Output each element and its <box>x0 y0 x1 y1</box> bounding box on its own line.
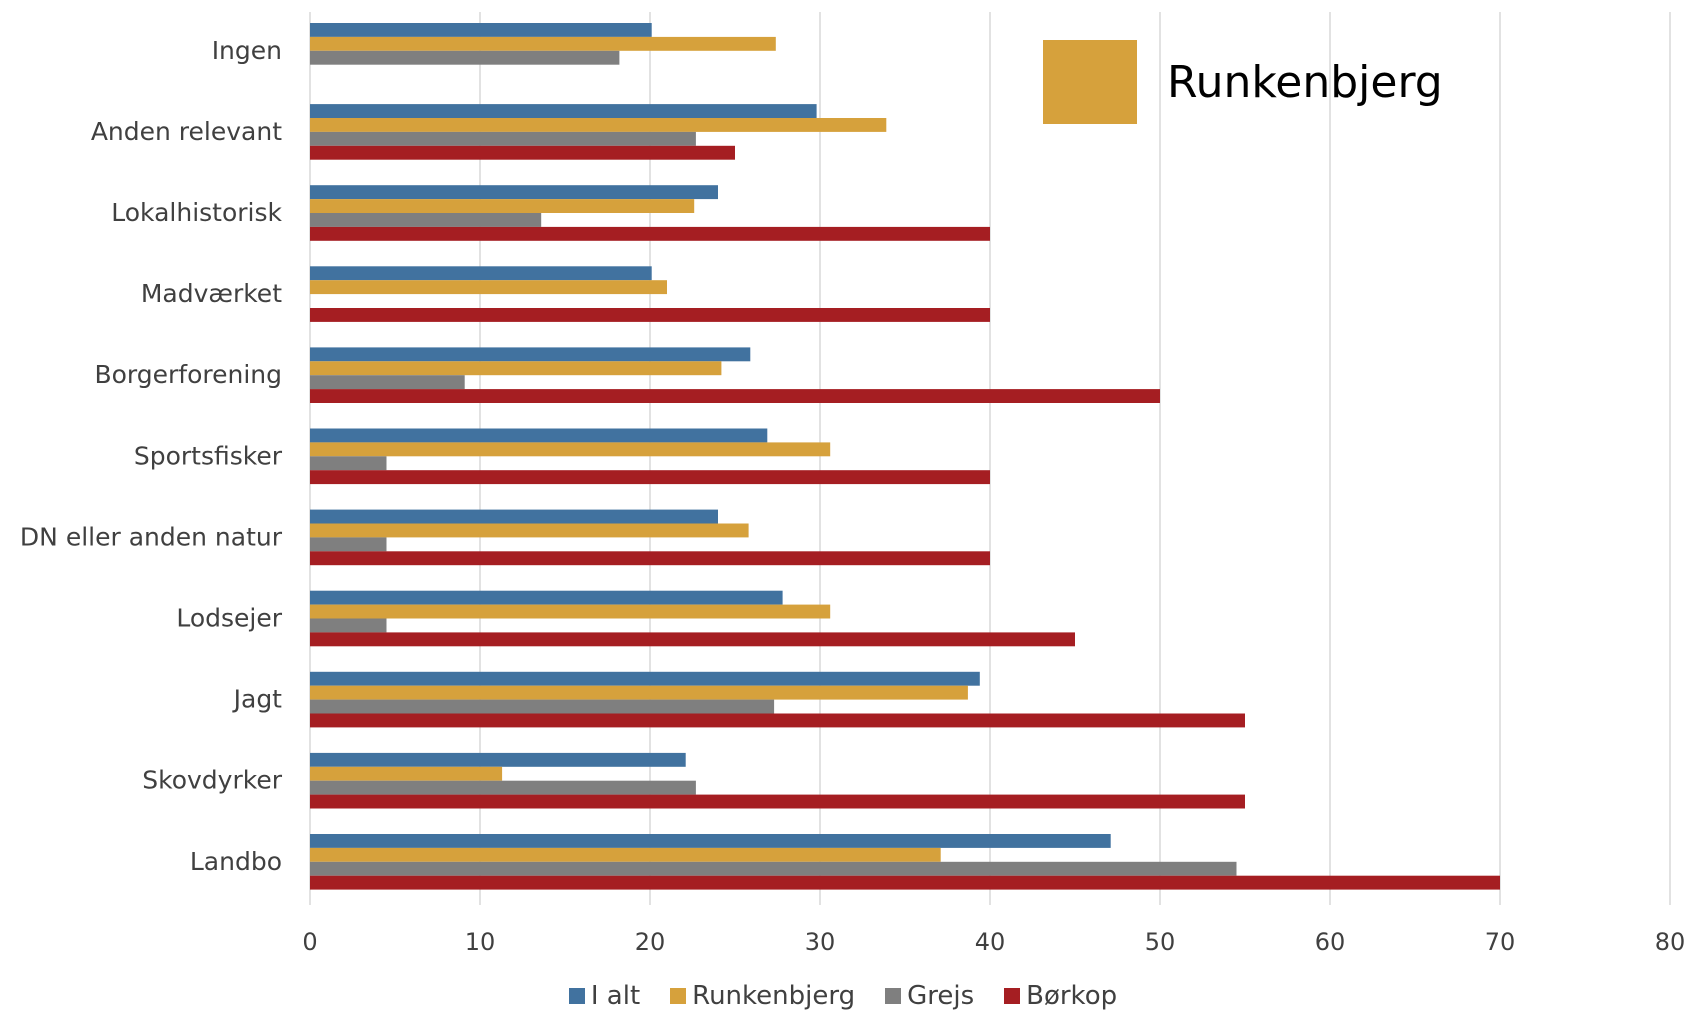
bar-lodsejer-børkop <box>310 632 1075 647</box>
bar-ingen-runkenbjerg <box>310 36 776 51</box>
bar-jagt-runkenbjerg <box>310 685 968 700</box>
legend-swatch <box>1004 988 1021 1004</box>
legend-swatch <box>885 988 902 1004</box>
legend: I alt Runkenbjerg Grejs Børkop <box>0 981 1686 1011</box>
bar-jagt-i-alt <box>310 671 980 686</box>
legend-label: Runkenbjerg <box>692 981 856 1011</box>
bar-sportsfisker-i-alt <box>310 428 768 443</box>
bar-ingen-grejs <box>310 50 620 65</box>
bar-skovdyrker-grejs <box>310 780 696 795</box>
x-tick-label: 50 <box>1145 928 1176 956</box>
bar-landbo-i-alt <box>310 834 1111 848</box>
bar-ingen-i-alt <box>310 23 652 37</box>
legend-swatch <box>670 988 687 1004</box>
bar-sportsfisker-grejs <box>310 456 387 471</box>
x-tick-label: 80 <box>1655 928 1686 956</box>
bar-chart: Ingen Anden relevant Lokalhistorisk Madværk… <box>20 12 1685 956</box>
legend-label: Grejs <box>907 981 975 1011</box>
bar-skovdyrker-børkop <box>310 794 1245 809</box>
bar-landbo-runkenbjerg <box>310 847 941 862</box>
x-tick-label: 0 <box>302 928 317 956</box>
x-tick-label: 40 <box>975 928 1006 956</box>
bar-borgerforening-runkenbjerg <box>310 361 722 376</box>
category-labels: Ingen Anden relevant Lokalhistorisk Madværk… <box>20 36 283 876</box>
bar-skovdyrker-i-alt <box>310 752 686 767</box>
bar-borgerforening-i-alt <box>310 347 751 362</box>
bar-lokalhistorisk-børkop <box>310 226 990 241</box>
bar-lokalhistorisk-i-alt <box>310 185 718 200</box>
x-tick-label: 60 <box>1315 928 1346 956</box>
category-label: Anden relevant <box>91 117 282 146</box>
gridlines <box>309 12 1671 905</box>
x-tick-labels: 0 10 20 30 40 50 60 70 80 <box>302 928 1685 956</box>
x-tick-label: 10 <box>465 928 496 956</box>
bar-borgerforening-børkop <box>310 389 1160 403</box>
category-label: Lodsejer <box>176 604 282 633</box>
legend-item-grejs: Grejs <box>885 981 974 1011</box>
highlight-label: Runkenbjerg <box>1167 56 1443 108</box>
category-label: Borgerforening <box>94 360 282 389</box>
bar-landbo-grejs <box>310 861 1237 876</box>
legend-label: Børkop <box>1026 981 1118 1011</box>
legend-label: I alt <box>590 981 641 1011</box>
x-tick-label: 20 <box>635 928 666 956</box>
legend-swatch <box>568 988 585 1004</box>
bar-dn-eller-anden-natur-grejs <box>310 537 387 552</box>
bar-lodsejer-i-alt <box>310 590 783 605</box>
category-label: Ingen <box>212 36 282 65</box>
bar-landbo-børkop <box>310 875 1500 890</box>
category-label: Landbo <box>190 847 282 876</box>
highlight-callout: Runkenbjerg <box>1043 40 1443 124</box>
bars-group <box>310 23 1500 890</box>
legend-item-børkop: Børkop <box>1004 981 1117 1011</box>
bar-madværket-i-alt <box>310 266 652 281</box>
bar-anden-relevant-børkop <box>310 145 735 160</box>
bar-dn-eller-anden-natur-børkop <box>310 551 990 566</box>
bar-jagt-grejs <box>310 699 775 714</box>
x-tick-label: 30 <box>805 928 836 956</box>
bar-anden-relevant-runkenbjerg <box>310 118 887 132</box>
category-label: DN eller anden natur <box>20 522 283 551</box>
bar-lokalhistorisk-grejs <box>310 213 542 227</box>
bar-sportsfisker-runkenbjerg <box>310 442 831 457</box>
bar-anden-relevant-i-alt <box>310 104 817 118</box>
bar-lodsejer-runkenbjerg <box>310 604 831 619</box>
legend-item-i-alt: I alt <box>568 981 641 1011</box>
bar-lokalhistorisk-runkenbjerg <box>310 199 695 213</box>
bar-madværket-børkop <box>310 308 990 322</box>
bar-madværket-runkenbjerg <box>310 280 667 295</box>
category-label: Jagt <box>232 685 283 714</box>
bar-sportsfisker-børkop <box>310 470 990 485</box>
category-label: Madværket <box>141 279 282 308</box>
bar-dn-eller-anden-natur-i-alt <box>310 509 718 524</box>
highlight-swatch <box>1043 40 1137 124</box>
bar-dn-eller-anden-natur-runkenbjerg <box>310 523 749 538</box>
bar-jagt-børkop <box>310 713 1245 728</box>
category-label: Skovdyrker <box>142 766 282 795</box>
x-tick-label: 70 <box>1485 928 1516 956</box>
bar-anden-relevant-grejs <box>310 131 696 146</box>
bar-borgerforening-grejs <box>310 375 465 390</box>
category-label: Lokalhistorisk <box>111 198 282 227</box>
bar-skovdyrker-runkenbjerg <box>310 766 503 781</box>
category-label: Sportsfisker <box>134 441 283 470</box>
legend-item-runkenbjerg: Runkenbjerg <box>670 981 855 1011</box>
bar-lodsejer-grejs <box>310 618 387 633</box>
